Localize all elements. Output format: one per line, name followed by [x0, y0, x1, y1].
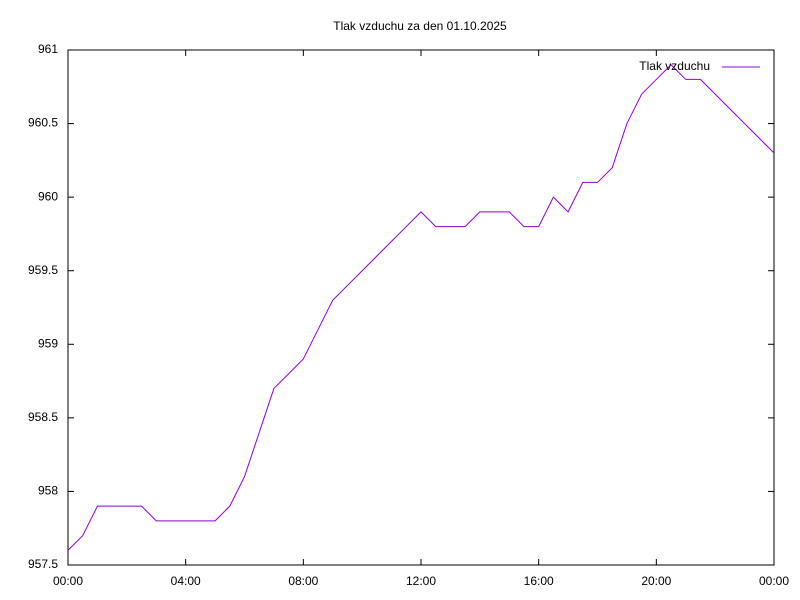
x-tick-label: 20:00 — [641, 574, 671, 588]
y-tick-label: 960 — [38, 189, 58, 203]
x-tick-label: 00:00 — [53, 574, 83, 588]
y-tick-label: 959.5 — [28, 263, 58, 277]
data-line — [67, 64, 775, 551]
y-tick-label: 958 — [38, 484, 58, 498]
x-tick-label: 00:00 — [759, 574, 789, 588]
y-tick-label: 960.5 — [28, 116, 58, 130]
x-tick-label: 16:00 — [524, 574, 554, 588]
x-tick-label: 04:00 — [171, 574, 201, 588]
x-tick-label: 12:00 — [406, 574, 436, 588]
y-tick-label: 959 — [38, 336, 58, 350]
y-tick-label: 961 — [38, 42, 58, 56]
y-tick-label: 957.5 — [28, 557, 58, 571]
x-tick-label: 08:00 — [288, 574, 318, 588]
y-tick-label: 958.5 — [28, 410, 58, 424]
legend-label: Tlak vzduchu — [639, 59, 710, 73]
plot-frame — [67, 49, 775, 566]
chart-title: Tlak vzduchu za den 01.10.2025 — [333, 19, 507, 33]
